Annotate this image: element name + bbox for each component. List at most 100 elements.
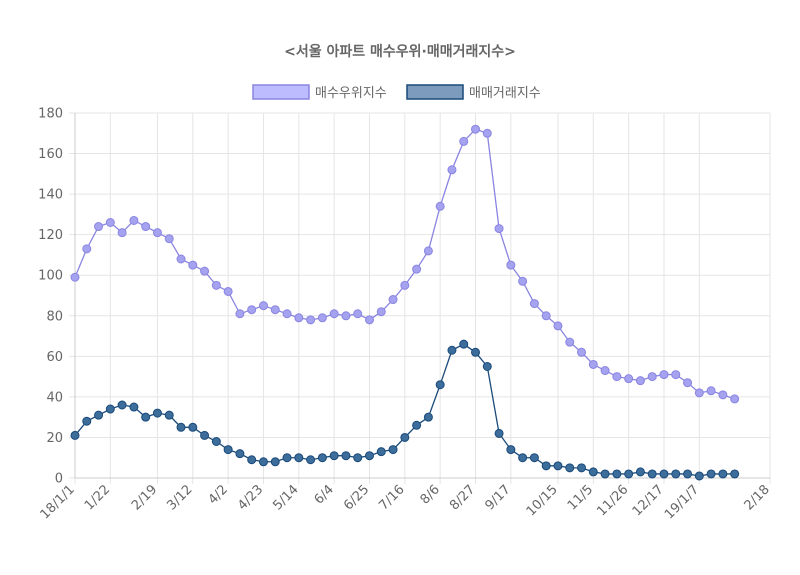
- data-point: [459, 136, 469, 146]
- data-point: [152, 228, 162, 238]
- data-point: [730, 394, 740, 404]
- data-point: [129, 402, 139, 412]
- data-point: [482, 361, 492, 371]
- data-point: [70, 430, 80, 440]
- x-tick-label: 3/12: [164, 482, 195, 513]
- data-point: [529, 453, 539, 463]
- data-point: [200, 266, 210, 276]
- data-point: [588, 467, 598, 477]
- data-point: [235, 309, 245, 319]
- x-tick-label: 2/18: [742, 482, 773, 513]
- data-point: [647, 469, 657, 479]
- data-point: [423, 246, 433, 256]
- series-group: [70, 339, 740, 481]
- data-point: [659, 469, 669, 479]
- series-layer: [70, 124, 740, 481]
- x-tick-label: 8/27: [447, 482, 478, 513]
- legend: 매수우위지수 매매거래지수: [252, 84, 541, 101]
- legend-swatch: [406, 84, 464, 100]
- y-tick-label: 140: [38, 188, 63, 203]
- data-point: [176, 254, 186, 264]
- y-tick-label: 100: [38, 269, 63, 284]
- x-tick-label: 5/14: [270, 482, 301, 513]
- data-point: [529, 299, 539, 309]
- data-point: [612, 469, 622, 479]
- data-point: [612, 372, 622, 382]
- x-tick-label: 1/22: [82, 482, 113, 513]
- data-point: [223, 445, 233, 455]
- data-point: [306, 315, 316, 325]
- data-point: [471, 124, 481, 134]
- data-point: [577, 463, 587, 473]
- data-point: [635, 376, 645, 386]
- data-point: [247, 455, 257, 465]
- data-point: [211, 437, 221, 446]
- data-point: [694, 388, 704, 398]
- data-point: [447, 165, 457, 175]
- x-tick-label: 10/15: [524, 482, 561, 519]
- data-point: [506, 445, 516, 455]
- y-tick-label: 0: [55, 472, 63, 487]
- data-point: [353, 453, 363, 463]
- legend-swatch: [252, 84, 310, 100]
- data-point: [730, 469, 740, 479]
- grid: [69, 112, 771, 484]
- data-point: [282, 309, 292, 319]
- x-tick-label: 6/4: [312, 482, 337, 507]
- data-point: [694, 471, 704, 481]
- x-axis: 18/1/1 1/22 2/19 3/12 4/2 4/23 5/14 6/4 6/25 7/16…: [38, 482, 773, 522]
- data-point: [200, 430, 210, 440]
- data-point: [294, 453, 304, 463]
- data-point: [518, 453, 528, 463]
- data-point: [624, 374, 634, 384]
- data-point: [94, 410, 104, 420]
- data-point: [423, 412, 433, 422]
- data-point: [164, 234, 174, 244]
- legend-label: 매매거래지수: [469, 86, 541, 101]
- y-tick-label: 20: [46, 431, 63, 446]
- data-point: [82, 416, 92, 426]
- data-point: [176, 422, 186, 432]
- data-point: [117, 400, 127, 410]
- data-point: [294, 313, 304, 323]
- data-point: [306, 455, 316, 465]
- data-point: [94, 222, 104, 232]
- data-point: [600, 469, 610, 479]
- data-point: [494, 224, 504, 234]
- data-point: [541, 461, 551, 471]
- data-point: [635, 467, 645, 477]
- data-point: [565, 337, 575, 347]
- data-point: [258, 457, 268, 467]
- data-point: [718, 390, 728, 400]
- x-tick-label: 8/6: [418, 482, 443, 507]
- data-point: [270, 305, 280, 315]
- y-tick-label: 60: [46, 350, 63, 365]
- data-point: [376, 307, 386, 317]
- data-point: [317, 313, 327, 323]
- data-point: [364, 315, 374, 325]
- data-point: [105, 218, 115, 227]
- data-point: [317, 453, 327, 463]
- data-point: [141, 412, 151, 422]
- y-axis: 0 20 40 60 80 100 120 140 160 180: [38, 107, 63, 487]
- x-tick-label: 2/19: [129, 482, 160, 513]
- data-point: [376, 447, 386, 457]
- x-tick-label: 11/26: [594, 482, 631, 519]
- data-point: [683, 378, 693, 388]
- data-point: [329, 309, 339, 319]
- y-tick-label: 40: [46, 390, 63, 405]
- data-point: [506, 260, 516, 270]
- data-point: [270, 457, 280, 467]
- data-point: [588, 359, 598, 369]
- data-point: [471, 347, 481, 357]
- data-point: [235, 449, 245, 459]
- data-point: [129, 215, 139, 225]
- data-point: [412, 264, 422, 274]
- data-point: [482, 128, 492, 138]
- data-point: [388, 295, 398, 305]
- data-point: [141, 222, 151, 232]
- data-point: [671, 370, 681, 380]
- data-point: [494, 428, 504, 438]
